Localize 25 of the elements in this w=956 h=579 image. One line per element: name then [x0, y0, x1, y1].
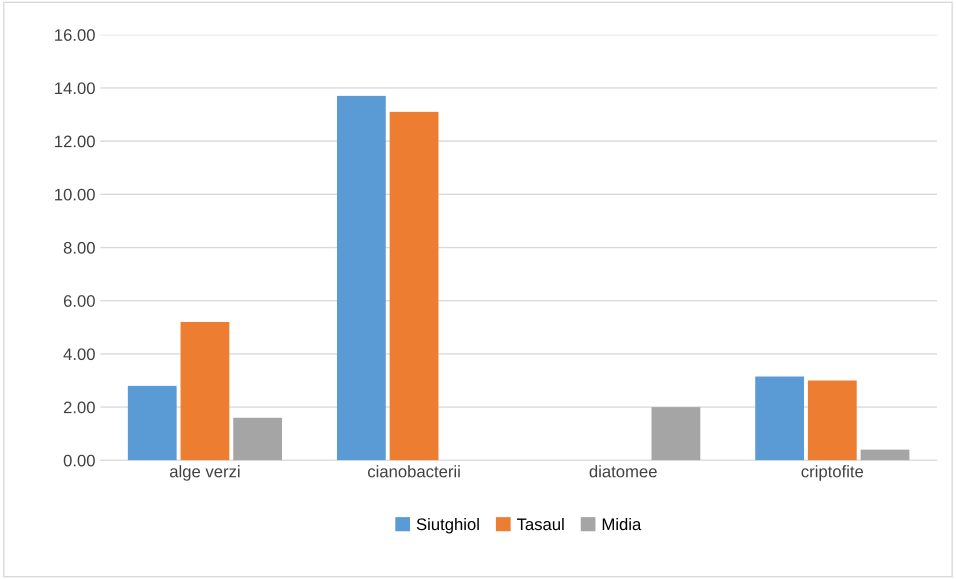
bar [128, 386, 177, 460]
bar [233, 418, 282, 460]
bar [336, 96, 386, 460]
y-tick-label: 0.00 [64, 454, 95, 467]
bar [651, 407, 700, 460]
bar [390, 112, 438, 460]
x-tick-label: alge verzi [170, 465, 240, 481]
y-tick-label: 8.00 [64, 242, 95, 254]
bar [755, 376, 804, 460]
x-tick-label: diatomee [590, 465, 657, 478]
y-tick-label: 12.00 [55, 136, 95, 148]
legend-label: Siutghiol [416, 518, 479, 534]
y-tick-label: 4.00 [63, 348, 95, 360]
x-tick-label: criptofite [802, 465, 864, 481]
y-tick-label: 6.00 [64, 295, 95, 307]
y-tick-label: 14.00 [55, 82, 95, 94]
y-tick-label: 2.00 [64, 402, 95, 414]
bar [860, 450, 910, 460]
legend-label: Midia [602, 518, 642, 530]
y-tick-label: 16.00 [55, 29, 95, 41]
x-tick-label: cianobacterii [368, 465, 460, 478]
legend-label: Tasaul [516, 518, 564, 530]
bar [180, 322, 230, 460]
bar [808, 380, 857, 460]
y-tick-label: 10.00 [55, 188, 95, 201]
